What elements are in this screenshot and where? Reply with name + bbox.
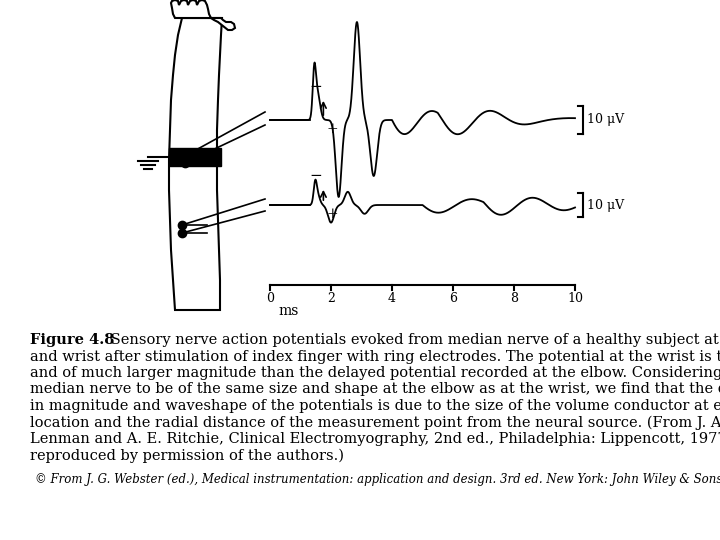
- Text: in magnitude and waveshape of the potentials is due to the size of the volume co: in magnitude and waveshape of the potent…: [30, 399, 720, 413]
- Text: 8: 8: [510, 292, 518, 305]
- Text: Sensory nerve action potentials evoked from median nerve of a healthy subject at: Sensory nerve action potentials evoked f…: [106, 333, 720, 347]
- Text: and wrist after stimulation of index finger with ring electrodes. The potential : and wrist after stimulation of index fin…: [30, 349, 720, 363]
- Text: 10: 10: [567, 292, 583, 305]
- Text: reproduced by permission of the authors.): reproduced by permission of the authors.…: [30, 449, 344, 463]
- Text: Lenman and A. E. Ritchie, Clinical Electromyography, 2nd ed., Philadelphia: Lipp: Lenman and A. E. Ritchie, Clinical Elect…: [30, 432, 720, 446]
- Bar: [169, 148, 221, 166]
- Text: ms: ms: [278, 304, 298, 318]
- Text: 2: 2: [327, 292, 335, 305]
- Text: 10 μV: 10 μV: [587, 113, 624, 126]
- Polygon shape: [169, 18, 222, 310]
- Text: and of much larger magnitude than the delayed potential recorded at the elbow. C: and of much larger magnitude than the de…: [30, 366, 720, 380]
- Text: +: +: [326, 207, 338, 221]
- Text: +: +: [326, 122, 338, 136]
- Polygon shape: [171, 0, 235, 30]
- Text: © From J. G. Webster (ed.), Medical instrumentation: application and design. 3rd: © From J. G. Webster (ed.), Medical inst…: [35, 473, 720, 486]
- Text: 0: 0: [266, 292, 274, 305]
- Text: 4: 4: [388, 292, 396, 305]
- Text: −: −: [310, 169, 322, 183]
- Text: −: −: [310, 80, 322, 94]
- Text: 6: 6: [449, 292, 457, 305]
- Text: location and the radial distance of the measurement point from the neural source: location and the radial distance of the …: [30, 415, 720, 430]
- Text: Figure 4.8: Figure 4.8: [30, 333, 114, 347]
- Text: median nerve to be of the same size and shape at the elbow as at the wrist, we f: median nerve to be of the same size and …: [30, 382, 720, 396]
- Text: 10 μV: 10 μV: [587, 199, 624, 212]
